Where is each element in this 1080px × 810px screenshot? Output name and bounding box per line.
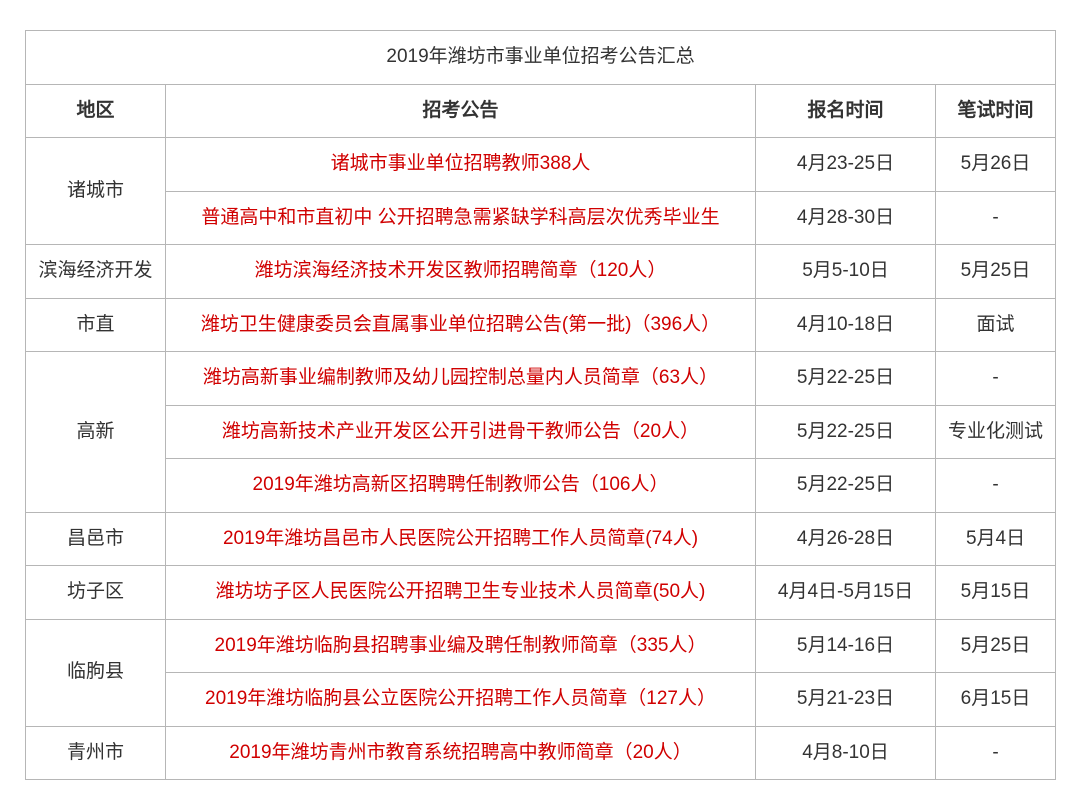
cell-exam: - [936, 459, 1056, 513]
table-row: 青州市 2019年潍坊青州市教育系统招聘高中教师简章（20人） 4月8-10日 … [26, 726, 1056, 780]
cell-signup: 5月22-25日 [756, 352, 936, 406]
table-title-row: 2019年潍坊市事业单位招考公告汇总 [26, 31, 1056, 85]
cell-announce[interactable]: 2019年潍坊临朐县公立医院公开招聘工作人员简章（127人） [166, 673, 756, 727]
cell-region: 临朐县 [26, 619, 166, 726]
cell-exam: 专业化测试 [936, 405, 1056, 459]
col-signup: 报名时间 [756, 84, 936, 138]
col-region: 地区 [26, 84, 166, 138]
cell-signup: 4月23-25日 [756, 138, 936, 192]
cell-announce[interactable]: 普通高中和市直初中 公开招聘急需紧缺学科高层次优秀毕业生 [166, 191, 756, 245]
cell-exam: 5月15日 [936, 566, 1056, 620]
cell-signup: 5月5-10日 [756, 245, 936, 299]
cell-region: 昌邑市 [26, 512, 166, 566]
table-row: 潍坊高新技术产业开发区公开引进骨干教师公告（20人） 5月22-25日 专业化测… [26, 405, 1056, 459]
cell-signup: 4月8-10日 [756, 726, 936, 780]
cell-signup: 4月4日-5月15日 [756, 566, 936, 620]
cell-exam: 5月4日 [936, 512, 1056, 566]
table-title: 2019年潍坊市事业单位招考公告汇总 [26, 31, 1056, 85]
cell-signup: 5月22-25日 [756, 405, 936, 459]
cell-announce[interactable]: 潍坊坊子区人民医院公开招聘卫生专业技术人员简章(50人) [166, 566, 756, 620]
cell-exam: - [936, 191, 1056, 245]
cell-announce[interactable]: 2019年潍坊青州市教育系统招聘高中教师简章（20人） [166, 726, 756, 780]
col-announce: 招考公告 [166, 84, 756, 138]
col-exam: 笔试时间 [936, 84, 1056, 138]
cell-announce[interactable]: 潍坊高新事业编制教师及幼儿园控制总量内人员简章（63人） [166, 352, 756, 406]
table-row: 高新 潍坊高新事业编制教师及幼儿园控制总量内人员简章（63人） 5月22-25日… [26, 352, 1056, 406]
cell-exam: - [936, 726, 1056, 780]
table-row: 诸城市 诸城市事业单位招聘教师388人 4月23-25日 5月26日 [26, 138, 1056, 192]
table-row: 坊子区 潍坊坊子区人民医院公开招聘卫生专业技术人员简章(50人) 4月4日-5月… [26, 566, 1056, 620]
cell-region: 高新 [26, 352, 166, 513]
cell-signup: 5月14-16日 [756, 619, 936, 673]
table-header-row: 地区 招考公告 报名时间 笔试时间 [26, 84, 1056, 138]
cell-signup: 5月21-23日 [756, 673, 936, 727]
table-row: 普通高中和市直初中 公开招聘急需紧缺学科高层次优秀毕业生 4月28-30日 - [26, 191, 1056, 245]
cell-exam: 5月25日 [936, 619, 1056, 673]
cell-announce[interactable]: 潍坊滨海经济技术开发区教师招聘简章（120人） [166, 245, 756, 299]
cell-region: 坊子区 [26, 566, 166, 620]
cell-exam: - [936, 352, 1056, 406]
cell-signup: 4月10-18日 [756, 298, 936, 352]
table-row: 市直 潍坊卫生健康委员会直属事业单位招聘公告(第一批)（396人） 4月10-1… [26, 298, 1056, 352]
cell-signup: 4月28-30日 [756, 191, 936, 245]
cell-announce[interactable]: 潍坊高新技术产业开发区公开引进骨干教师公告（20人） [166, 405, 756, 459]
cell-announce[interactable]: 潍坊卫生健康委员会直属事业单位招聘公告(第一批)（396人） [166, 298, 756, 352]
cell-region: 青州市 [26, 726, 166, 780]
cell-exam: 5月25日 [936, 245, 1056, 299]
cell-region: 诸城市 [26, 138, 166, 245]
cell-announce[interactable]: 2019年潍坊昌邑市人民医院公开招聘工作人员简章(74人) [166, 512, 756, 566]
table-row: 2019年潍坊临朐县公立医院公开招聘工作人员简章（127人） 5月21-23日 … [26, 673, 1056, 727]
cell-signup: 4月26-28日 [756, 512, 936, 566]
table-row: 临朐县 2019年潍坊临朐县招聘事业编及聘任制教师简章（335人） 5月14-1… [26, 619, 1056, 673]
cell-announce[interactable]: 2019年潍坊高新区招聘聘任制教师公告（106人） [166, 459, 756, 513]
cell-announce[interactable]: 诸城市事业单位招聘教师388人 [166, 138, 756, 192]
cell-announce[interactable]: 2019年潍坊临朐县招聘事业编及聘任制教师简章（335人） [166, 619, 756, 673]
cell-exam: 5月26日 [936, 138, 1056, 192]
cell-signup: 5月22-25日 [756, 459, 936, 513]
cell-exam: 面试 [936, 298, 1056, 352]
table-row: 滨海经济开发 潍坊滨海经济技术开发区教师招聘简章（120人） 5月5-10日 5… [26, 245, 1056, 299]
cell-region: 市直 [26, 298, 166, 352]
cell-region: 滨海经济开发 [26, 245, 166, 299]
table-row: 昌邑市 2019年潍坊昌邑市人民医院公开招聘工作人员简章(74人) 4月26-2… [26, 512, 1056, 566]
table-row: 2019年潍坊高新区招聘聘任制教师公告（106人） 5月22-25日 - [26, 459, 1056, 513]
cell-exam: 6月15日 [936, 673, 1056, 727]
recruitment-table: 2019年潍坊市事业单位招考公告汇总 地区 招考公告 报名时间 笔试时间 诸城市… [25, 30, 1056, 780]
